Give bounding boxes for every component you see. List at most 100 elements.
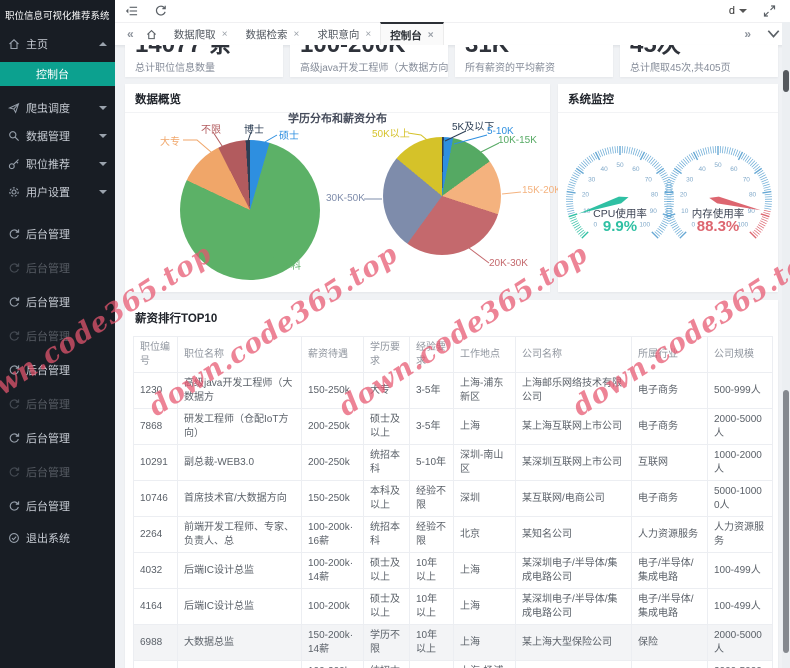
table-row[interactable]: 2264 前端开发工程师、专家、负责人、总 100-200k·16薪 统招本科 经验不限… [133,516,773,553]
column-header: 学历要求 [363,336,410,373]
stat-card: 45次总计爬取45次,共405页 [620,45,778,77]
svg-text:0: 0 [691,222,695,229]
svg-text:30: 30 [588,176,596,183]
pie-label-15-20k: 15K-20K [522,185,561,196]
sidebar-item-admin-4[interactable]: 后台管理 [0,328,115,344]
close-icon[interactable]: × [365,28,372,40]
sidebar-item-spider[interactable]: 爬虫调度 [0,100,115,116]
stat-value: 45次 [630,45,768,58]
sidebar-item-admin-9[interactable]: 后台管理 [0,498,115,514]
search-icon [8,130,20,142]
pie-label-master: 硕士 [279,131,299,142]
table-row[interactable]: 10746 首席技术官/大数据方向 150-250k 本科及以上 经验不限 深圳 某互联网/… [133,480,773,517]
gear-icon [8,186,20,198]
loop-icon [8,228,20,240]
table-row[interactable]: 4032 后端IC设计总监 100-200k·14薪 硕士及以上 10年以上 上海 某深圳电… [133,552,773,589]
sidebar-item-label: 控制台 [36,69,69,81]
pie-chart-education [180,140,320,280]
table-row[interactable]: 6988 大数据总监 150-200k·14薪 学历不限 10年以上 上海 某上海大型保险公… [133,624,773,661]
tab-label: 求职意向 [317,28,360,41]
table-title: 薪资排行TOP10 [135,313,218,325]
cpu-gauge-value: 9.9% [602,218,638,235]
sidebar-item-admin-3[interactable]: 后台管理 [0,294,115,310]
sidebar-item-label: 后台管理 [26,501,70,513]
panel-title: 系统监控 [558,84,778,113]
svg-text:50: 50 [616,162,624,169]
loop-icon [8,500,20,512]
sidebar-fold-icon[interactable] [125,5,138,17]
tab-label: 数据检索 [245,28,288,41]
scrollbar[interactable] [782,22,790,668]
tab-控制台[interactable]: 控制台 × [380,22,444,46]
sidebar-item-home[interactable]: 主页 [0,36,115,52]
table-row[interactable]: 1230 高级java开发工程师（大数据方 150-250k 大专 3-5年 上海-浦东新… [133,372,773,409]
close-icon[interactable]: × [427,29,434,41]
pie-label-under5k: 5K及以下 [452,122,495,133]
sidebar-item-logout[interactable]: 退出系统 [0,530,115,546]
sidebar-item-admin-8[interactable]: 后台管理 [0,464,115,480]
loop-icon [8,466,20,478]
tab-数据爬取[interactable]: 数据爬取 × [165,23,237,45]
tab-求职意向[interactable]: 求职意向 × [308,23,380,45]
home-tab[interactable] [138,29,165,40]
fullscreen-icon[interactable] [763,5,776,17]
sidebar-item-label: 用户设置 [26,187,70,199]
sidebar-item-admin-6[interactable]: 后台管理 [0,396,115,412]
user-initial: d [728,5,735,17]
stat-label: 总计爬取45次,共405页 [630,63,731,74]
sidebar-item-label: 后台管理 [26,433,70,445]
sidebar-item-recommend[interactable]: 职位推荐 [0,156,115,172]
tabs-dropdown-icon[interactable] [767,28,780,40]
scrollbar-thumb[interactable] [783,390,789,653]
sidebar-item-admin-5[interactable]: 后台管理 [0,362,115,378]
column-header: 薪资待遇 [301,336,364,373]
sidebar-item-admin-7[interactable]: 后台管理 [0,430,115,446]
sidebar-item-label: 爬虫调度 [26,103,70,115]
pie-label-college: 大专 [160,137,180,148]
sidebar-item-user[interactable]: 用户设置 [0,184,115,200]
pie-label-unlimited: 不限 [201,125,221,136]
svg-text:20: 20 [680,192,688,199]
close-icon[interactable]: × [293,28,300,40]
svg-text:90: 90 [650,208,658,215]
table-row[interactable]: 10291 副总裁-WEB3.0 200-250k 统招本科 5-10年 深圳-南山区 某深… [133,444,773,481]
scrollbar-thumb-top[interactable] [783,70,789,92]
user-menu[interactable]: d [729,5,747,17]
pie-label-over50k: 50K以上 [372,129,410,140]
svg-text:0: 0 [593,222,597,229]
salary-table-head-row: 职位编号 职位名称 薪资待遇 学历要求 经验要求 工作地点 公司名称 所属行业 公司规模 [133,336,773,373]
key-icon [8,158,20,170]
sidebar-item-console[interactable]: 控制台 [0,62,115,86]
svg-text:100: 100 [639,222,650,229]
close-icon[interactable]: × [221,28,228,40]
svg-text:10: 10 [681,208,689,215]
svg-text:60: 60 [632,166,640,173]
refresh-icon[interactable] [154,5,167,17]
tab-list: 数据爬取 × 数据检索 × 求职意向 × 控制台 × [165,22,444,46]
chevron-down-icon [99,134,107,138]
stat-card: 31K 所有薪资的平均薪资 [455,45,613,77]
table-row[interactable]: 7868 研发工程师（仓配IoT方向） 200-250k 硕士及以上 3-5年 上海 某上海… [133,408,773,445]
tabbar: « 数据爬取 × 数据检索 × 求职意向 × 控制台 × » [115,22,790,46]
pie-label-30-50k: 30K-50K [326,193,365,204]
tab-数据检索[interactable]: 数据检索 × [237,23,309,45]
sidebar-item-admin-2[interactable]: 后台管理 [0,260,115,276]
sidebar-menu: 主页 控制台 爬虫调度 数据管理 职位推荐 用户设置 后台管理 后台管理 后台管理 后台管理 后台管… [0,36,115,546]
tabs-scroll-right-icon[interactable]: » [744,27,751,41]
tabs-scroll-left-icon[interactable]: « [127,27,134,41]
svg-text:40: 40 [600,166,608,173]
svg-text:100: 100 [737,222,748,229]
sidebar-item-data[interactable]: 数据管理 [0,128,115,144]
gauge-charts: 0102030405060708090100010203040506070809… [566,146,772,239]
pie-label-5-10k: 5-10K [487,126,514,137]
loop-icon [8,296,20,308]
sidebar-item-label: 退出系统 [26,533,70,545]
pie-label-phd: 博士 [244,125,264,136]
pie-chart-salary [383,137,501,255]
table-row[interactable]: 7031大数据离线计算平台专家100-200k·13薪统招本科5-10年上海-杨… [133,660,773,668]
loop-icon [8,432,20,444]
sidebar-item-admin-1[interactable]: 后台管理 [0,226,115,242]
tab-label: 数据爬取 [173,28,216,41]
table-row[interactable]: 4164 后端IC设计总监 100-200k 硕士及以上 10年以上 上海 某深圳电子/半导… [133,588,773,625]
column-header: 经验要求 [409,336,454,373]
